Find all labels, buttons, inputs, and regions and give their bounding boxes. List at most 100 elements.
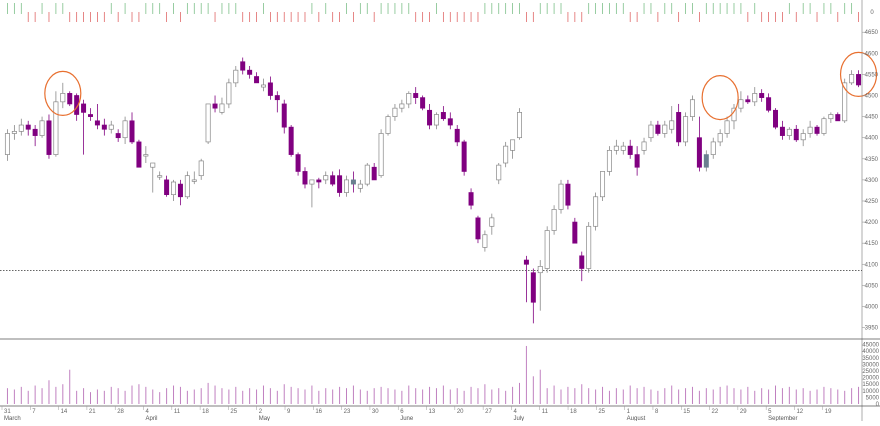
candle-body [53,101,59,155]
candle-body [108,124,114,130]
price-axis: 0 3950 4000 4050 4100 4150 4200 4250 4300 4350 440… [862,10,879,332]
candle-body [337,175,343,193]
candle-body [752,93,758,103]
candle-body [392,107,398,117]
candle-body [828,114,834,120]
candle-body [247,69,253,75]
candle-body [385,116,391,134]
candle-body [523,259,529,265]
candle-body [157,175,163,178]
price-tick-label: 4650 [865,30,879,36]
candle-body [323,175,329,181]
candle-body [94,120,100,126]
candle-body [461,141,467,172]
candle-body [219,103,225,113]
date-tick-label: 1 [627,409,631,415]
candle-body [46,120,52,155]
candle-body [849,74,855,84]
volume-tick-label: 35000 [862,356,879,362]
candle-body [773,109,779,128]
date-tick-label: 9 [287,409,291,415]
candle-body [171,181,177,196]
highlight-circles [44,51,878,121]
candle-body [87,114,93,117]
candle-body [11,131,17,134]
candle-body [766,97,772,111]
price-tick-label: 4300 [865,178,879,184]
price-tick-label: 4500 [865,94,879,100]
candle-body [447,118,453,126]
date-tick-label: 20 [457,409,464,415]
candle-body [600,171,606,198]
candle-body [39,120,45,136]
date-tick-label: 12 [796,409,803,415]
date-tick-label: 2 [259,409,263,415]
price-tick-label: 4350 [865,157,879,163]
candle-body [406,93,412,105]
month-label: March [4,416,21,421]
month-label: July [513,416,524,421]
price-tick-label: 4200 [865,220,879,226]
candle-body [212,103,218,109]
volume-tick-label: 15000 [862,382,879,388]
candle-body [475,217,481,240]
candle-body [420,97,426,109]
date-tick-label: 18 [202,409,209,415]
date-tick-label: 25 [230,409,237,415]
candle-body [510,139,516,151]
candle-body [558,183,564,210]
candle-body [655,124,661,134]
candle-body [295,154,301,172]
candle-body [143,154,149,157]
candle-body [4,133,10,155]
price-tick-label: 4600 [865,51,879,57]
candle-body [586,225,592,269]
date-tick-label: 22 [712,409,719,415]
candle-body [233,69,239,84]
price-tick-label: 4450 [865,115,879,121]
candle-body [496,164,502,181]
candle-body [81,103,87,113]
price-tick-label: 4250 [865,199,879,205]
candle-body [371,166,377,181]
candle-body [60,93,66,103]
candle-body [676,112,682,143]
candle-body [689,99,695,117]
candle-body [613,145,619,151]
volume-tick-label: 0 [876,402,880,408]
candle-body [572,221,578,244]
candle-body [696,137,702,168]
date-tick-label: 23 [344,409,351,415]
candle-body [364,164,370,185]
candle-body [433,114,439,126]
volume-tick-label: 25000 [862,369,879,375]
volume-tick-label: 40000 [862,349,879,355]
candle-body [544,230,550,269]
date-tick-label: 4 [146,409,150,415]
volume-tick-label: 20000 [862,376,879,382]
candle-body [122,120,128,139]
candle-body [468,192,474,206]
candle-body [786,128,792,136]
candle-body [115,133,121,139]
date-tick-label: 4 [513,409,517,415]
candle-body [579,255,585,269]
candle-body [226,82,232,105]
date-tick-label: 28 [117,409,124,415]
candle-body [814,126,820,134]
volume-tick-label: 10000 [862,389,879,395]
candle-body [205,103,211,143]
candle-body [620,145,626,151]
date-tick-label: 19 [825,409,832,415]
date-tick-label: 5 [768,409,772,415]
candle-body [489,217,495,227]
candle-body [717,133,723,143]
candle-body [136,141,142,168]
date-tick-label: 27 [485,409,492,415]
price-tick-label: 4400 [865,136,879,142]
date-tick-label: 6 [400,409,404,415]
date-tick-label: 7 [32,409,36,415]
date-tick-label: 18 [570,409,577,415]
price-tick-label: 4000 [865,304,879,310]
month-label: May [259,416,270,421]
